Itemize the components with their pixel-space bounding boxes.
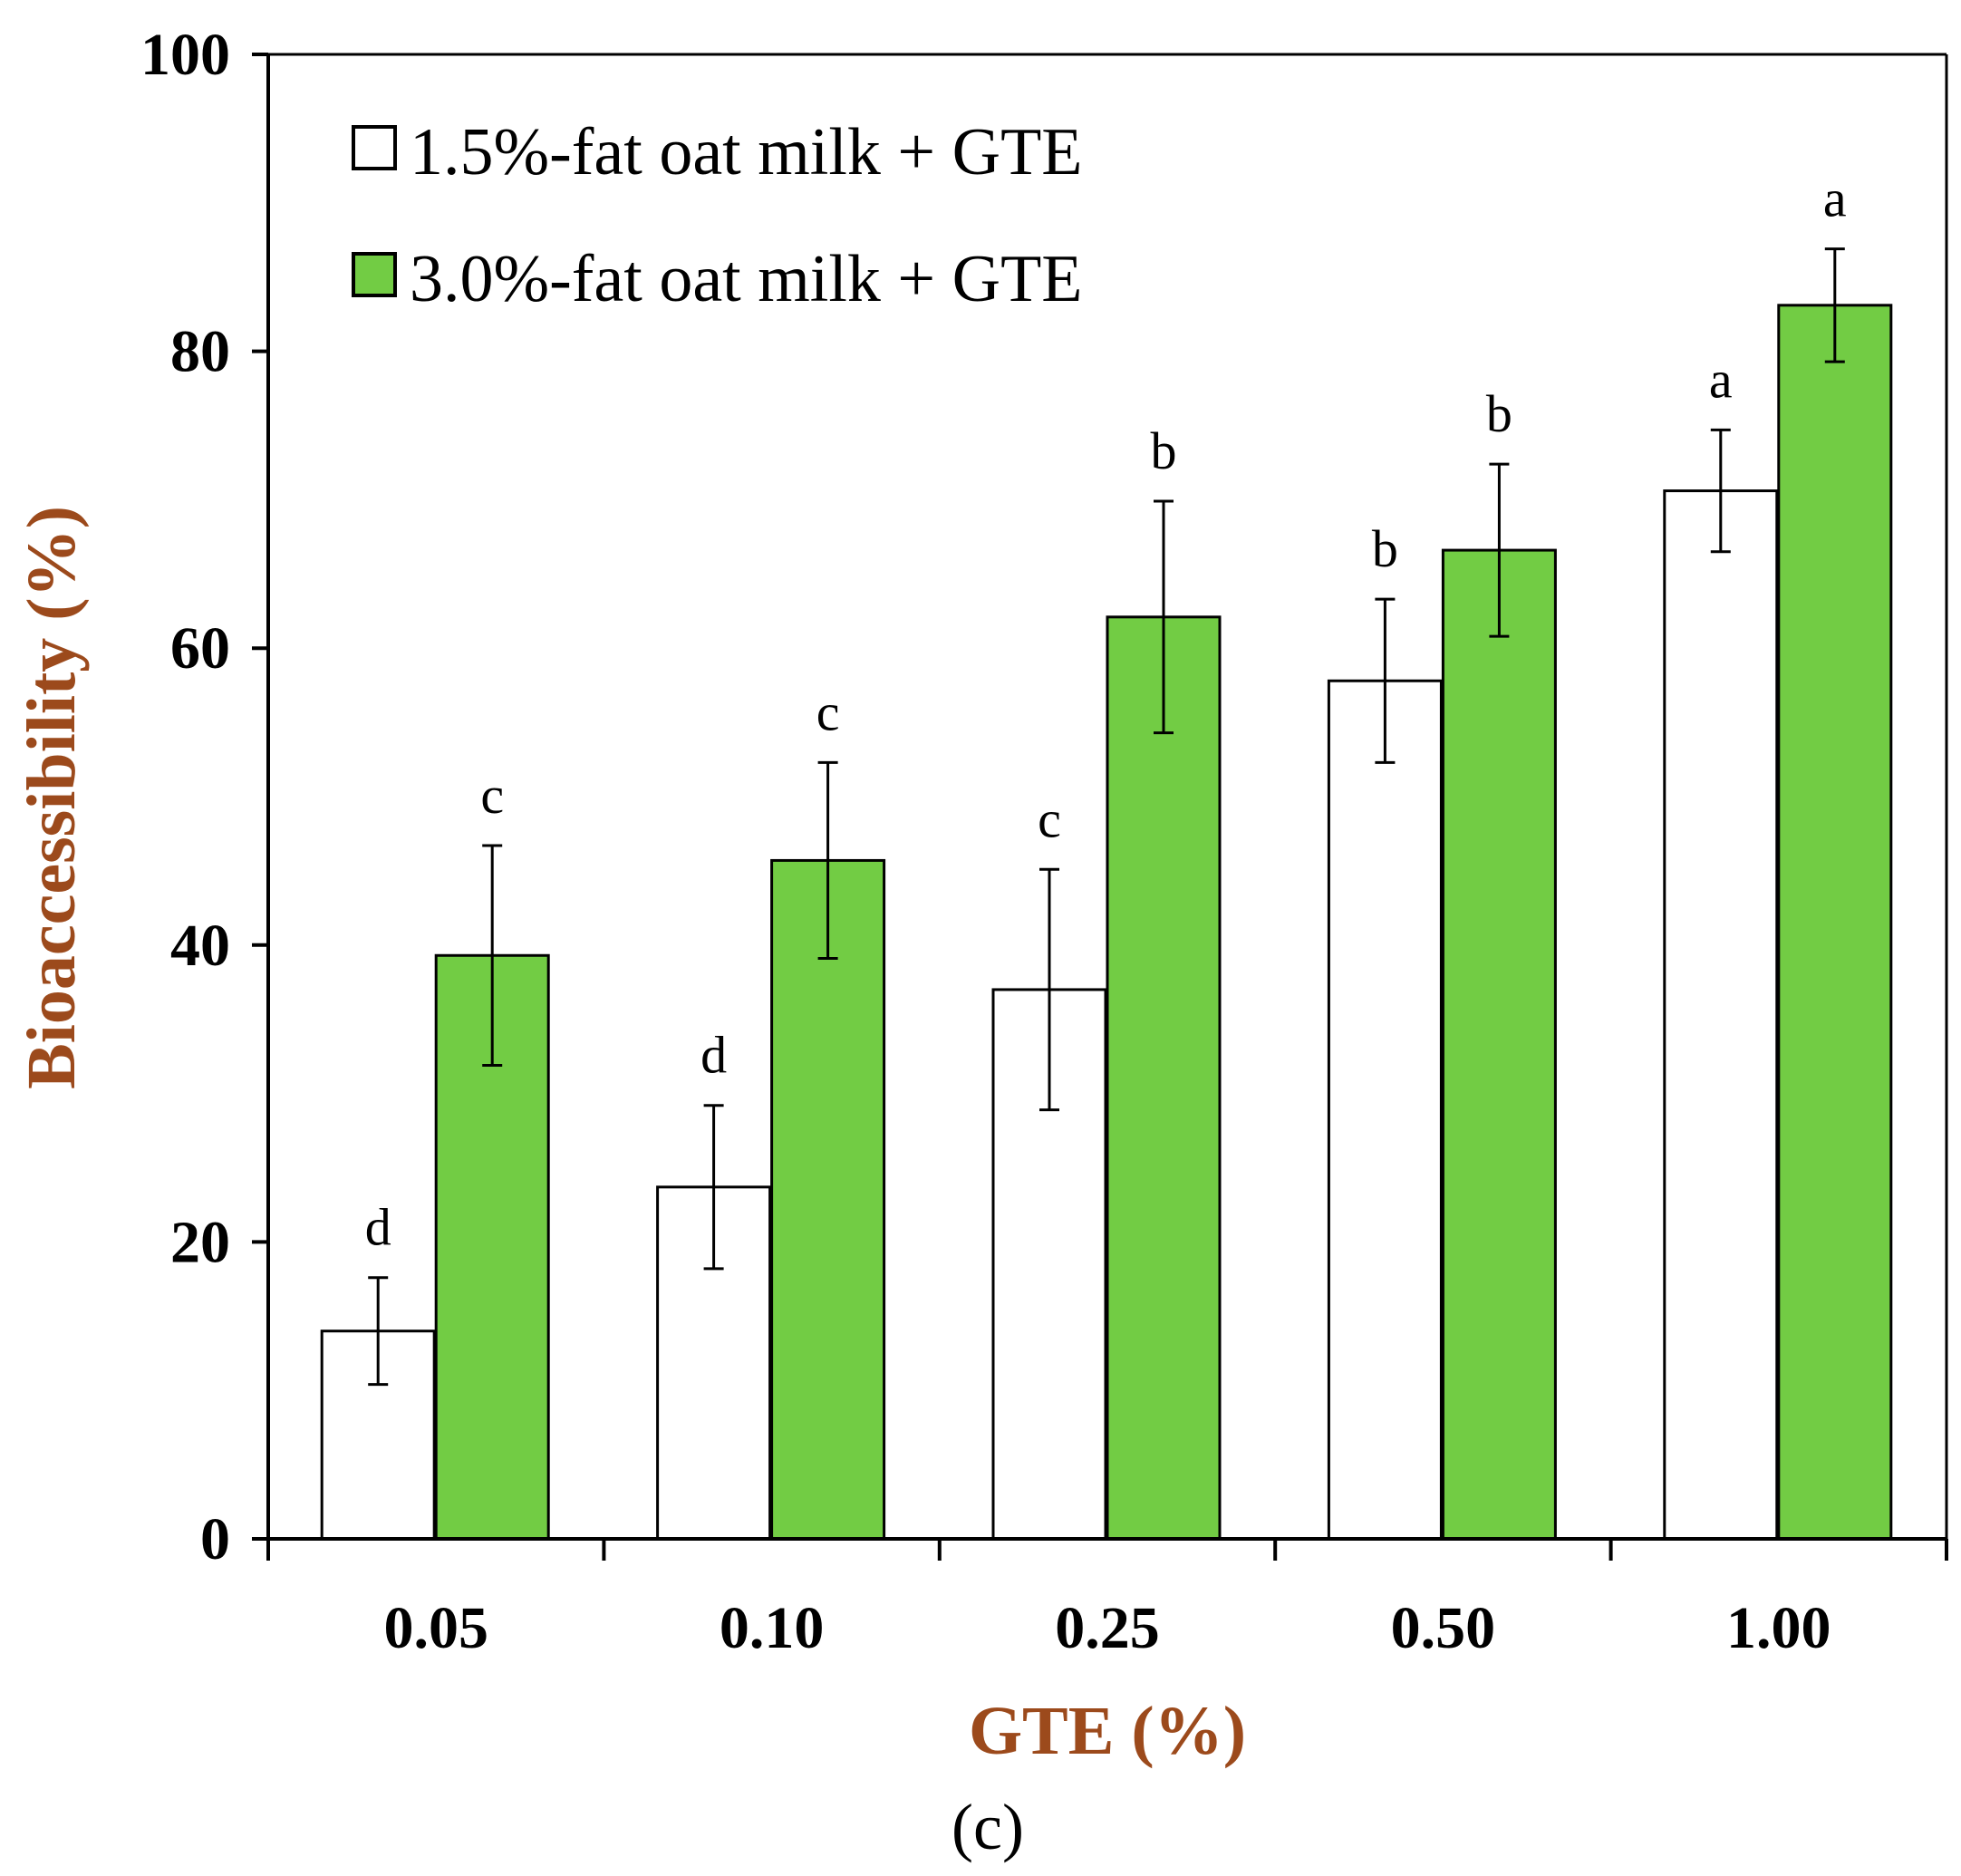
y-axis-title: Bioaccessibility (%) xyxy=(14,506,90,1089)
significance-letter: b xyxy=(1486,384,1512,443)
y-tick-label: 20 xyxy=(170,1209,230,1275)
significance-letter: c xyxy=(1038,789,1061,848)
axes-group: 0 20 40 60 80 100 0.05 0.10 0.25 0.50 1.00 xyxy=(140,22,1948,1661)
x-tick-label: 0.10 xyxy=(720,1595,825,1661)
bar-low-fat-0.50 xyxy=(1327,679,1443,1541)
bar-high-fat-0.25 xyxy=(1106,615,1222,1541)
bar-high-fat-0.10 xyxy=(770,858,886,1541)
error-bars-group xyxy=(368,247,1845,1387)
bar-high-fat-1.00 xyxy=(1777,304,1893,1541)
legend-label-low-fat: 1.5%-fat oat milk + GTE xyxy=(410,115,1083,189)
y-tick-label: 40 xyxy=(170,913,230,979)
bar-high-fat-0.50 xyxy=(1441,548,1557,1541)
significance-letter: d xyxy=(365,1198,391,1257)
y-tick-label: 60 xyxy=(170,615,230,682)
x-tick-label: 0.50 xyxy=(1391,1595,1496,1661)
bars-group xyxy=(320,304,1893,1541)
significance-letter: d xyxy=(700,1026,727,1085)
significance-letter: b xyxy=(1151,421,1177,480)
x-axis-title: GTE (%) xyxy=(969,1693,1246,1769)
x-tick-label: 0.05 xyxy=(383,1595,488,1661)
significance-letter: c xyxy=(480,766,504,825)
legend-label-high-fat: 3.0%-fat oat milk + GTE xyxy=(410,242,1083,316)
x-tick-label: 1.00 xyxy=(1726,1595,1831,1661)
significance-letter: c xyxy=(816,682,840,741)
y-tick-label: 0 xyxy=(200,1506,230,1572)
bar-low-fat-1.00 xyxy=(1663,489,1779,1541)
legend-swatch-high-fat xyxy=(352,252,397,297)
significance-letter: a xyxy=(1709,350,1733,409)
x-tick-label: 0.25 xyxy=(1055,1595,1160,1661)
y-tick-label: 100 xyxy=(140,22,230,88)
significance-letter: b xyxy=(1372,519,1398,578)
significance-letters-group: d c d c c b b b a a xyxy=(365,169,1847,1257)
y-tick-label: 80 xyxy=(170,319,230,385)
significance-letter: a xyxy=(1823,169,1847,228)
legend-swatch-low-fat xyxy=(352,125,397,170)
panel-label: (c) xyxy=(952,1791,1024,1863)
legend: 1.5%-fat oat milk + GTE 3.0%-fat oat milk… xyxy=(352,115,1083,316)
